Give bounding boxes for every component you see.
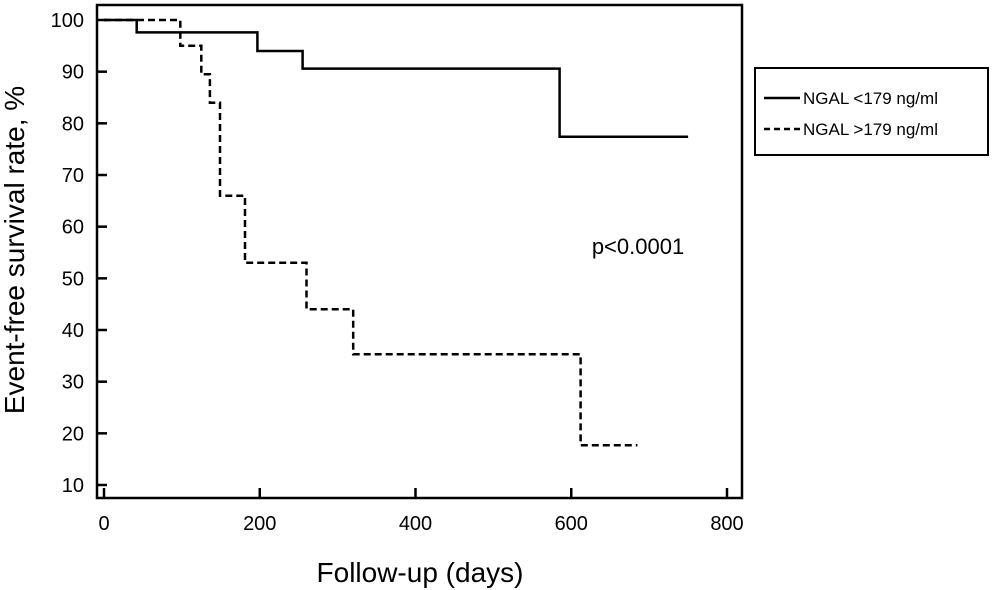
legend-label-ngal-low: NGAL <179 ng/ml: [803, 89, 938, 108]
legend-box: [754, 67, 989, 156]
y-tick-label: 90: [62, 62, 84, 84]
axis-ticks: 10 20 30 40 50 60 70 80 90 100 0 200 400 600 800: [51, 10, 744, 535]
legend: NGAL <179 ng/ml NGAL >179 ng/ml: [754, 67, 989, 156]
y-tick-label: 10: [62, 475, 84, 497]
y-tick-label: 40: [62, 320, 84, 342]
y-tick-label: 50: [62, 268, 84, 290]
y-tick-label: 70: [62, 165, 84, 187]
x-tick-label: 600: [555, 513, 588, 535]
series-layer: [104, 18, 689, 447]
legend-label-ngal-high: NGAL >179 ng/ml: [803, 120, 938, 139]
y-tick-label: 100: [51, 10, 84, 32]
x-tick-label: 400: [399, 513, 432, 535]
x-tick-label: 0: [98, 513, 109, 535]
y-tick-label: 80: [62, 113, 84, 135]
y-tick-label: 20: [62, 423, 84, 445]
x-axis-title: Follow-up (days): [317, 557, 524, 588]
series-line-ngal-low: [104, 18, 689, 139]
x-tick-label: 800: [710, 513, 743, 535]
y-tick-label: 30: [62, 372, 84, 394]
p-value-annotation: p<0.0001: [592, 234, 684, 259]
plot-frame: [95, 3, 744, 500]
x-tick-label: 200: [243, 513, 276, 535]
y-axis-title: Event-free survival rate, %: [0, 86, 30, 414]
series-line-ngal-high: [104, 18, 638, 447]
y-tick-label: 60: [62, 217, 84, 239]
